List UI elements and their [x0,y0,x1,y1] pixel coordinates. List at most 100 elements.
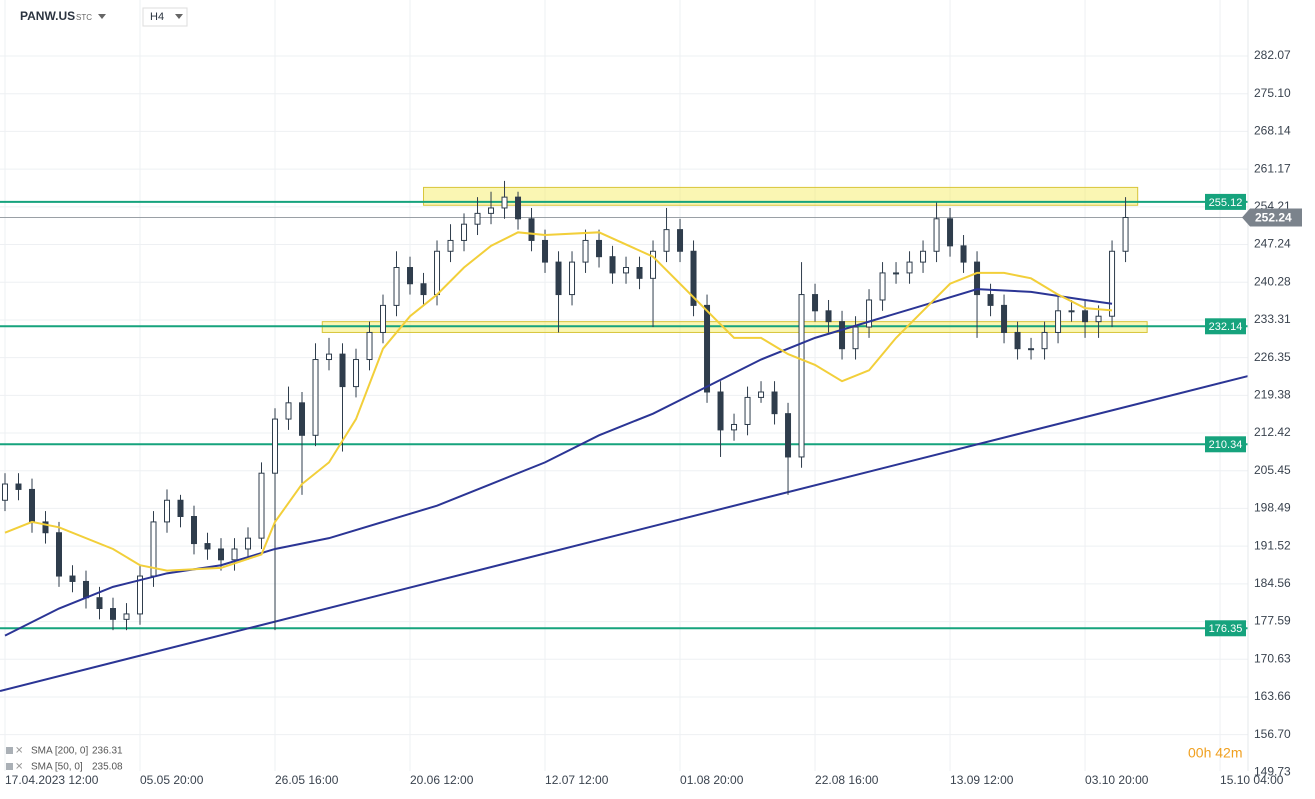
candle-body [55,532,62,577]
axes: 282.07275.10268.14261.17254.21247.24240.… [5,0,1302,787]
legend-name: SMA [200, 0] [31,746,88,757]
candle-body [339,353,346,388]
y-tick-label: 212.42 [1254,425,1291,439]
symbol-tag: STC [76,13,92,22]
candle-body [380,304,387,333]
candle-body [420,283,427,296]
candle-body [1122,216,1129,252]
candle-body [650,250,657,279]
last-price-box [1242,208,1302,227]
trendline [0,375,1249,692]
y-tick-label: 170.63 [1254,651,1291,665]
candle-body [299,402,306,436]
x-tick-label: 01.08 20:00 [680,773,744,787]
candle-body [407,267,414,285]
candle-body [447,239,454,252]
candle-body [704,304,711,393]
symbol[interactable]: PANW.US [20,9,75,23]
candle-body [906,261,913,274]
candle-body [542,239,549,263]
y-tick-label: 268.14 [1254,124,1291,138]
candle-body [258,472,265,539]
y-tick-label: 275.10 [1254,86,1291,100]
y-tick-label: 156.70 [1254,727,1291,741]
candle-body [974,261,981,296]
candle-body [177,499,184,518]
timeframe-box[interactable] [142,7,188,27]
x-tick-label: 26.05 16:00 [275,773,339,787]
candle-body [785,413,792,458]
candle-body [285,402,292,420]
candle-body [771,391,778,415]
candle-body [326,353,333,361]
candle-body [609,256,616,274]
x-tick-label: 12.07 12:00 [545,773,609,787]
candle-body [839,321,846,350]
candle-body [245,537,252,550]
y-tick-label: 184.56 [1254,576,1291,590]
last-price-label: 252.24 [1255,211,1292,225]
y-tick-label: 261.17 [1254,161,1291,175]
candle-body [218,548,225,561]
candle-body [893,272,900,275]
candle-body [690,250,697,306]
candle-body [96,597,103,610]
y-tick-label: 191.52 [1254,538,1291,552]
candle-body [191,516,198,545]
candle-body [231,548,238,561]
y-tick-label: 163.66 [1254,689,1291,703]
candle-body [960,245,967,263]
y-tick-label: 219.38 [1254,388,1291,402]
candle-body [758,391,765,398]
y-tick-label: 149.73 [1254,765,1291,779]
y-tick-label: 247.24 [1254,237,1291,251]
candle-body [204,543,211,550]
legend-value: 235.08 [92,762,123,773]
candle-body [1014,331,1021,350]
x-tick-label: 17.04.2023 12:00 [5,773,99,787]
grid [0,0,1248,773]
legend-value: 236.31 [92,746,123,757]
candle-body [1082,310,1089,323]
candle-body [528,218,535,241]
candle-body [110,608,117,620]
candle-body [569,261,576,296]
symbol-dropdown[interactable] [98,14,106,19]
y-tick-label: 282.07 [1254,48,1291,62]
level-label: 232.14 [1209,321,1243,333]
candle-body [69,575,76,582]
y-tick-label: 240.28 [1254,274,1291,288]
candle-body [137,575,144,615]
candle-body [434,250,441,296]
candle-body [636,267,643,279]
candle-body [123,613,130,620]
candle-body [623,267,630,274]
candle-body [474,212,481,225]
candle-body [1,483,8,501]
candle-body [596,239,603,258]
timeframe-dropdown[interactable] [175,14,183,19]
timeframe[interactable]: H4 [150,11,164,23]
candle-body [987,294,994,306]
candle-body [366,331,373,361]
candle-body [1028,348,1035,351]
countdown: 00h 42m [1188,745,1242,761]
legend-icon [6,747,13,754]
level-label: 255.12 [1209,197,1243,209]
candle-body [1041,331,1048,350]
level-label-box [1205,620,1246,637]
zone [423,186,1139,206]
candle-body [393,267,400,306]
candle-body [28,488,35,523]
candle-body [744,396,751,425]
y-tick-label: 177.59 [1254,614,1291,628]
candle-body [825,310,832,323]
legend-icon [6,763,13,770]
candle-body [515,196,522,220]
candle-body [555,261,562,296]
candle-body [731,423,738,431]
x-tick-label: 15.10 04:00 [1220,773,1284,787]
sma-line [4,231,1113,572]
x-tick-label: 22.08 16:00 [815,773,879,787]
